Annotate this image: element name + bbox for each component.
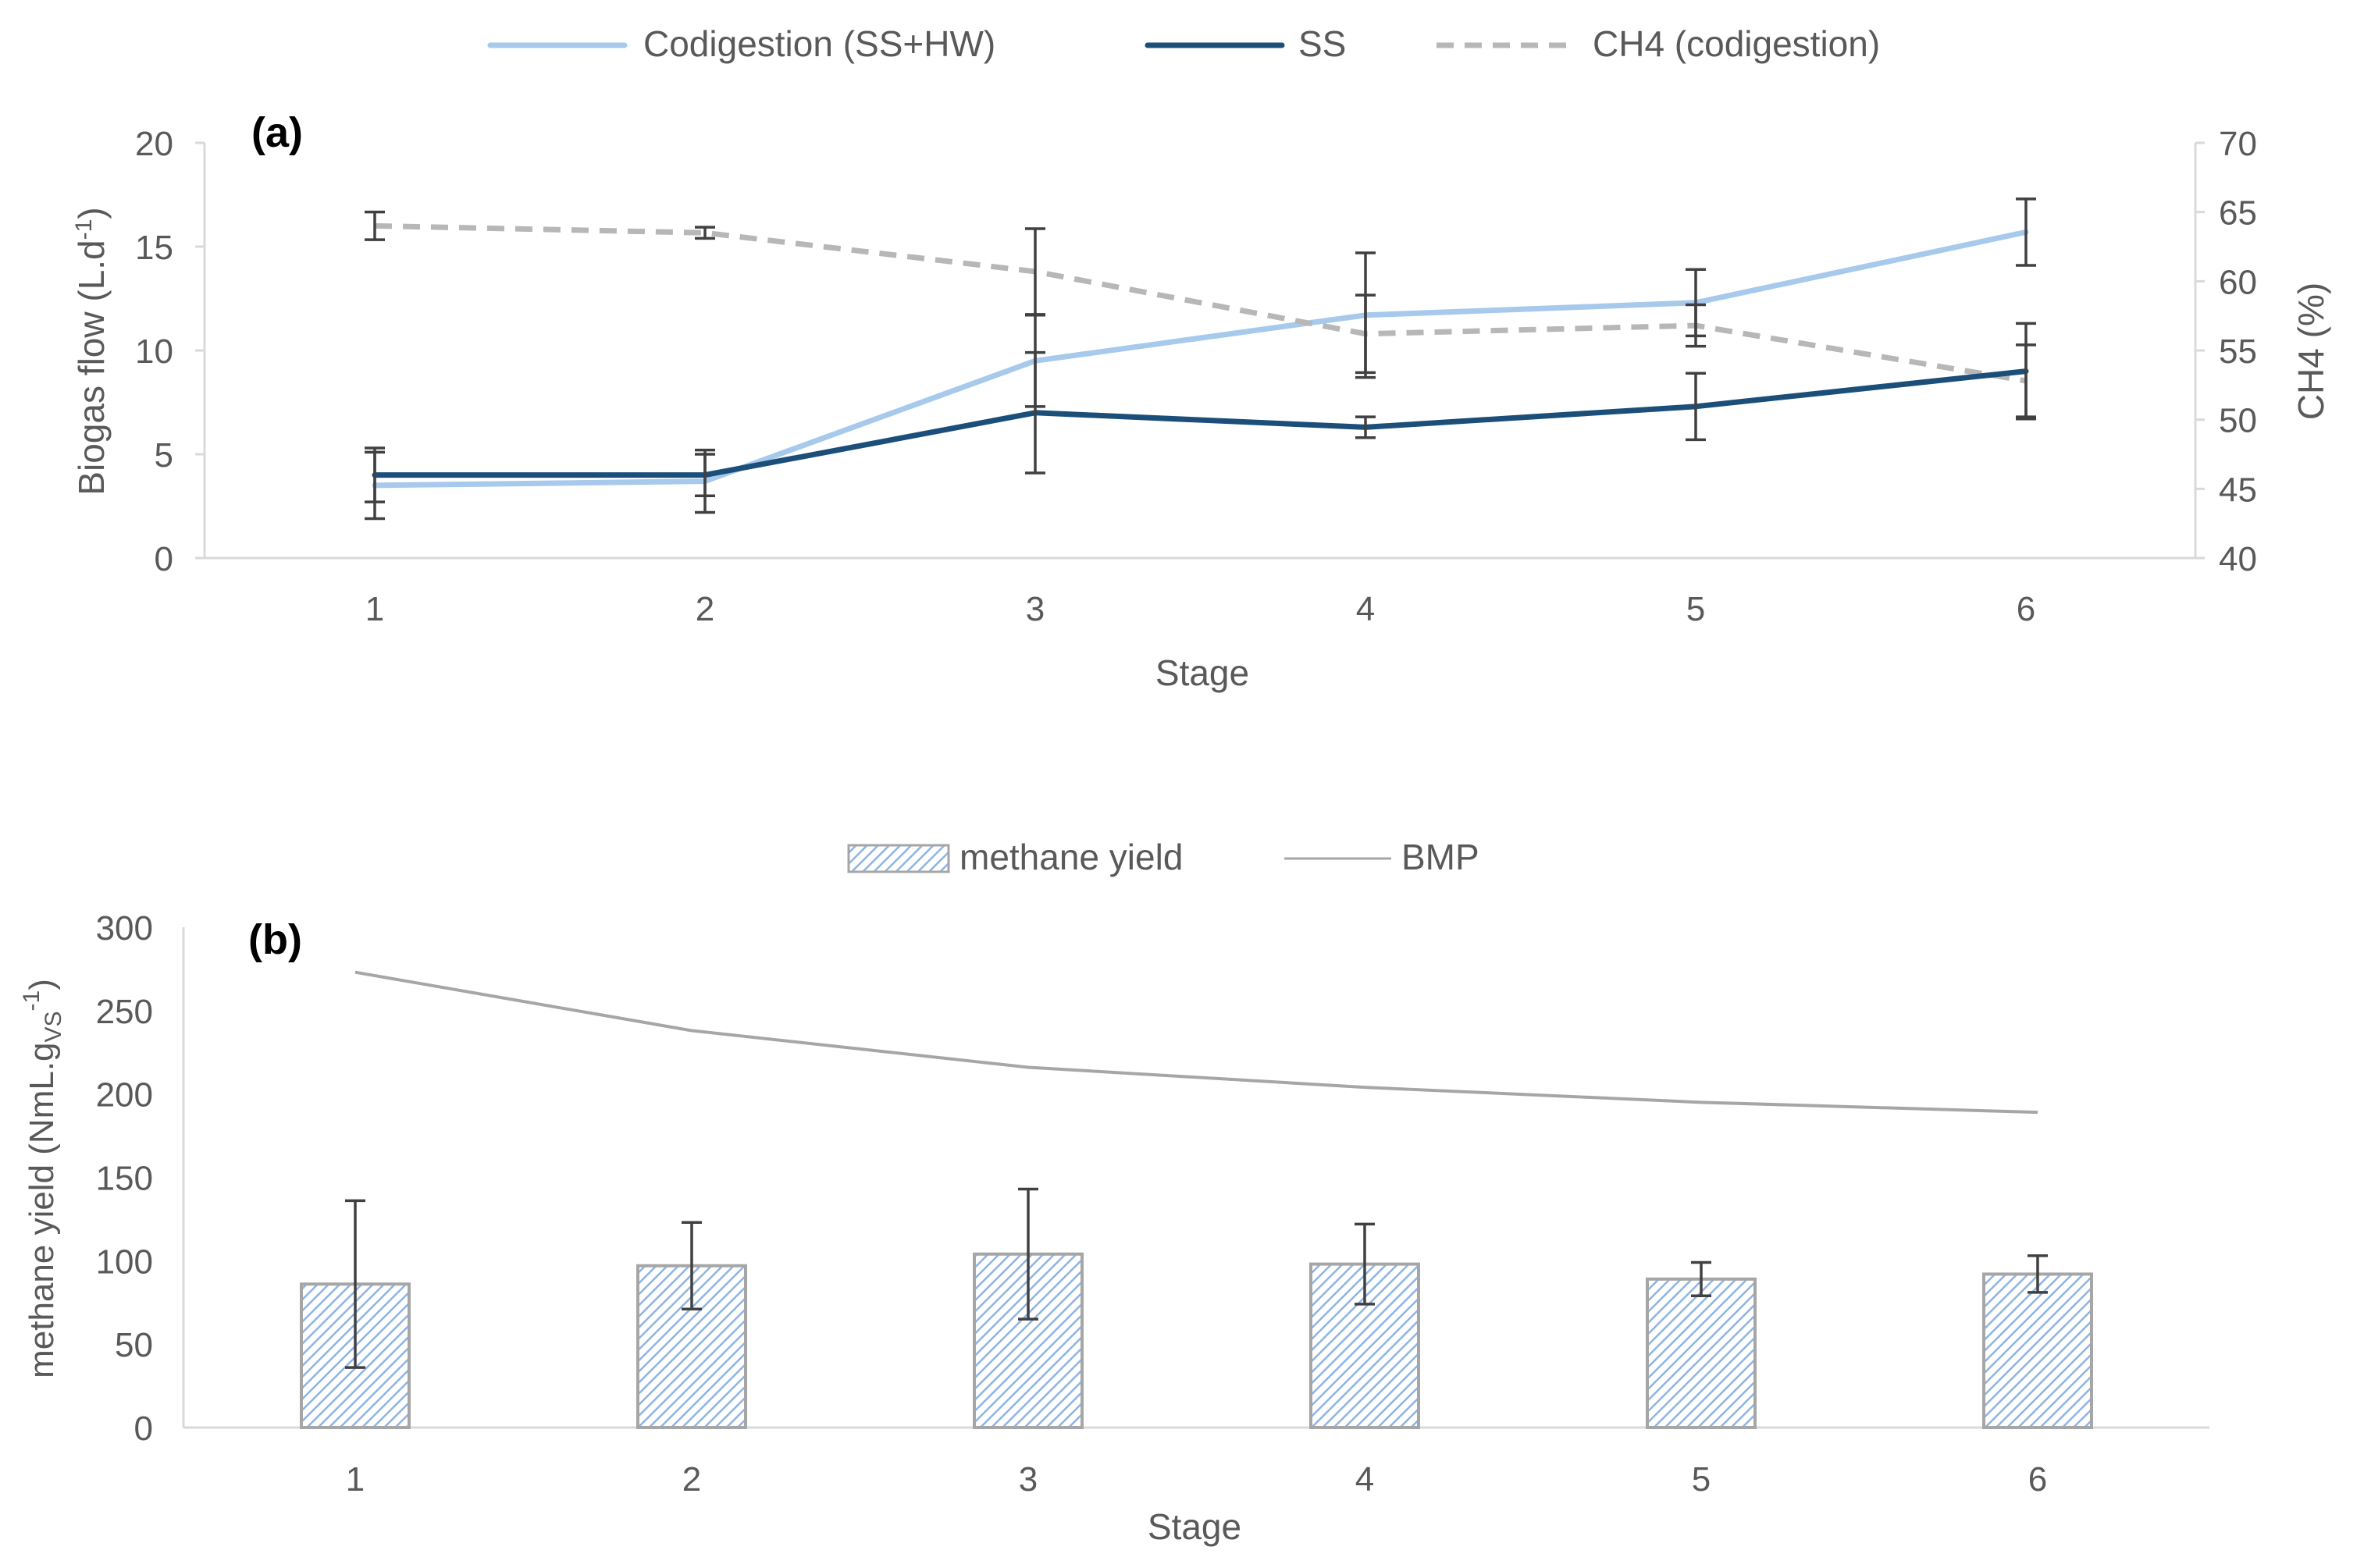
x-tick-label-b: 5 — [1692, 1460, 1711, 1499]
y-tick-label-b: 150 — [96, 1160, 153, 1198]
error-bar-2-2 — [1025, 227, 1045, 316]
x-tick-label-a: 4 — [1356, 590, 1375, 628]
y-tick-label-b: 50 — [115, 1326, 153, 1364]
y-tick-label-b: 100 — [96, 1243, 153, 1281]
legend-b: methane yield BMP — [847, 837, 1479, 877]
series-line-2 — [374, 222, 2027, 384]
legend-label-bmp: BMP — [1401, 837, 1479, 877]
x-tick-label-a: 1 — [365, 590, 384, 628]
y-tick-label-b: 250 — [96, 993, 153, 1031]
error-bar-2-3 — [1355, 293, 1376, 375]
x-tick-label-b: 2 — [682, 1460, 701, 1499]
error-bar-1-1 — [695, 453, 715, 497]
y2-tick-label-a: 60 — [2219, 263, 2257, 301]
error-bar-b-1 — [345, 1199, 365, 1369]
x-ticks-b: 1 2 3 4 5 6 — [346, 1460, 2047, 1499]
bar-methane-yield-6 — [1982, 1272, 2093, 1429]
panel-a-chart: Codigestion (SS+HW) SS CH4 (codigestion)… — [71, 23, 2331, 693]
legend-a: Codigestion (SS+HW) SS CH4 (codigestion) — [487, 23, 1880, 64]
series-b — [300, 970, 2093, 1430]
y-tick-label-b: 200 — [96, 1076, 153, 1115]
y-ticks-left-a: 0 5 10 15 20 — [135, 125, 205, 578]
y2-tick-label-a: 45 — [2219, 471, 2257, 509]
error-bar-1-0 — [365, 446, 385, 503]
panel-label-a: (a) — [251, 109, 303, 156]
y-tick-label-a: 20 — [135, 125, 173, 163]
x-tick-label-a: 3 — [1026, 590, 1045, 628]
error-bar-2-0 — [365, 210, 385, 241]
y-tick-label-a: 5 — [155, 436, 173, 475]
y2-tick-label-a: 40 — [2219, 540, 2257, 578]
legend-label-ss: SS — [1298, 23, 1346, 64]
x-tick-label-b: 3 — [1019, 1460, 1038, 1499]
error-bar-0-5 — [2016, 197, 2036, 267]
y-tick-label-b: 0 — [134, 1410, 153, 1448]
error-bar-1-4 — [1686, 372, 1706, 442]
error-bar-b-4 — [1355, 1222, 1375, 1306]
y-ticks-right-a: 40 45 50 55 60 65 70 — [2195, 125, 2257, 578]
x-tick-label-b: 1 — [346, 1460, 365, 1499]
legend-label-methane-yield: methane yield — [959, 837, 1183, 877]
error-bar-b-2 — [682, 1221, 702, 1311]
x-tick-label-b: 4 — [1355, 1460, 1374, 1499]
panel-b-chart: methane yield BMP (b) 0 50 100 150 200 250 300… — [19, 837, 2209, 1547]
bmp-line — [354, 970, 2038, 1115]
y2-tick-label-a: 50 — [2219, 402, 2257, 440]
series-a — [365, 197, 2036, 521]
x-tick-label-a: 5 — [1686, 590, 1705, 628]
x-axis-title-b: Stage — [1148, 1506, 1241, 1547]
x-tick-label-a: 2 — [696, 590, 714, 628]
error-bar-1-3 — [1355, 415, 1376, 439]
x-tick-label-a: 6 — [2017, 590, 2035, 628]
error-bar-b-6 — [2028, 1254, 2048, 1294]
y2-tick-label-a: 65 — [2219, 194, 2257, 233]
error-bar-1-2 — [1025, 350, 1045, 475]
x-axis-title-a: Stage — [1155, 652, 1249, 693]
error-bar-2-4 — [1686, 303, 1706, 348]
legend-label-codigestion: Codigestion (SS+HW) — [643, 23, 995, 64]
y-tick-label-a: 0 — [155, 540, 173, 578]
error-bar-b-3 — [1018, 1187, 1038, 1321]
x-ticks-a: 1 2 3 4 5 6 — [365, 590, 2035, 628]
legend-label-ch4: CH4 (codigestion) — [1593, 23, 1880, 64]
y2-tick-label-a: 70 — [2219, 125, 2257, 163]
y-axis-title-b: methane yield (NmL.gVS-1) — [19, 979, 66, 1378]
x-tick-label-b: 6 — [2028, 1460, 2047, 1499]
series-line-0 — [372, 229, 2029, 489]
panel-label-b: (b) — [248, 916, 302, 963]
y-tick-label-a: 10 — [135, 332, 173, 371]
error-bar-b-5 — [1691, 1260, 1711, 1297]
error-bar-2-1 — [695, 226, 715, 240]
y-tick-label-a: 15 — [135, 229, 173, 267]
y-tick-label-b: 300 — [96, 909, 153, 948]
series-line-1 — [372, 368, 2029, 478]
y2-tick-label-a: 55 — [2219, 332, 2257, 371]
bar-methane-yield-5 — [1646, 1277, 1757, 1429]
y-ticks-b: 0 50 100 150 200 250 300 — [96, 909, 153, 1448]
y-axis-title-a: Biogas flow (L.d-1) — [71, 207, 112, 495]
y2-axis-title-a: CH4 (%) — [2291, 283, 2331, 420]
error-bar-2-5 — [2016, 343, 2036, 418]
legend-swatch-methane-yield — [847, 844, 950, 873]
